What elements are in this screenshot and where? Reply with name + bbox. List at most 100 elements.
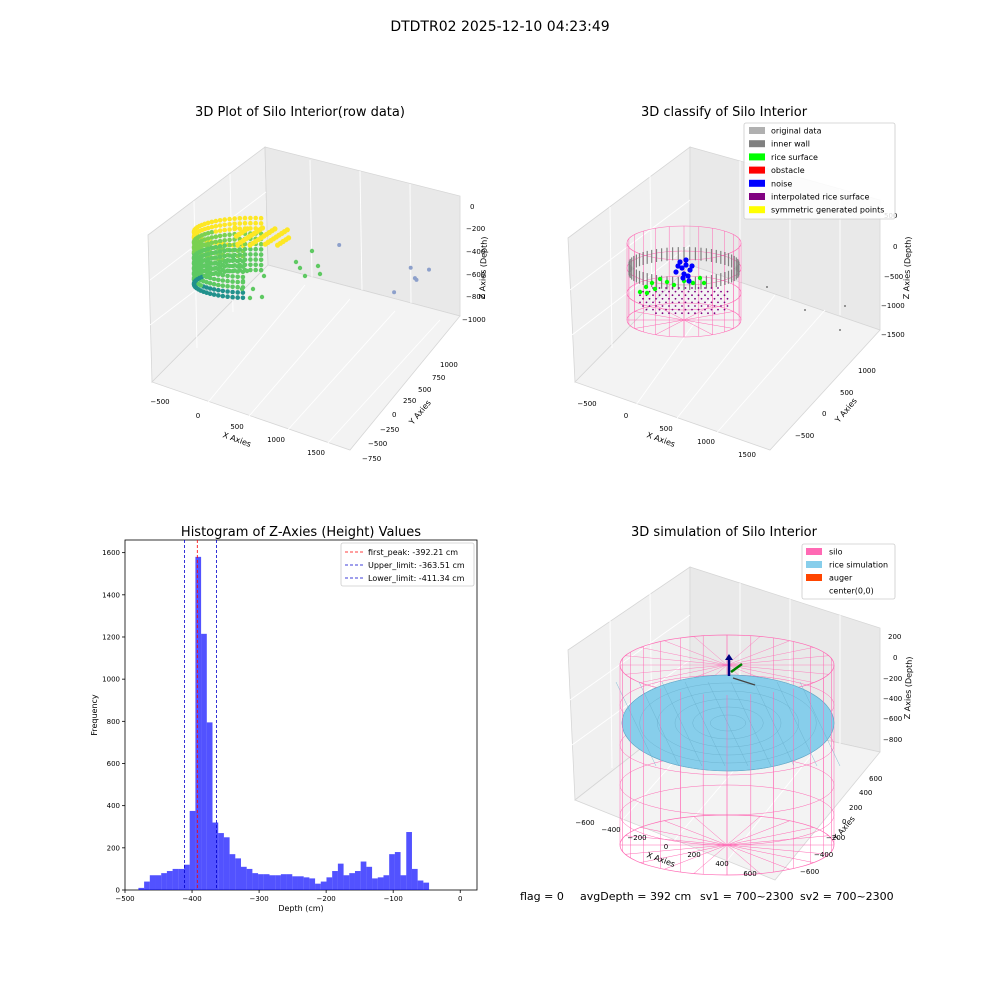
raw-point [302, 273, 308, 279]
simulation-z-tick: −600 [883, 715, 902, 723]
interpolated-point [694, 312, 696, 315]
raw-point [235, 279, 240, 285]
raw-point [211, 292, 217, 297]
noise-point [679, 265, 685, 271]
interpolated-point [642, 297, 644, 300]
interpolated-point [720, 290, 722, 293]
raw-point [220, 278, 226, 283]
silo-roof-spoke [664, 640, 728, 666]
classify-legend-swatch [749, 166, 765, 174]
outlier-point [844, 305, 846, 307]
noise-point [685, 273, 691, 279]
silo-roof-spoke [640, 647, 728, 666]
raw-point [220, 293, 226, 299]
interpolated-point [726, 290, 729, 293]
silo-floor-spoke [726, 827, 814, 846]
interpolated-point [713, 305, 716, 307]
silo-roof-spoke [726, 640, 790, 666]
rice-surface-point [690, 280, 696, 286]
raw-outlier [427, 267, 431, 272]
raw-y-tick: 250 [403, 397, 416, 405]
raw-x-tick: 500 [230, 423, 243, 431]
interpolated-point [661, 297, 664, 300]
raw-point [205, 241, 211, 246]
raw-point [232, 221, 237, 227]
histogram-xlabel: Depth (cm) [278, 904, 323, 913]
raw-point [258, 262, 264, 268]
simulation-z-tick: −400 [883, 695, 902, 703]
raw-point [247, 242, 253, 248]
raw-point [239, 286, 245, 292]
simulation-y-tick: 600 [869, 775, 882, 783]
silo-floor-spoke [640, 827, 728, 846]
raw-z-tick: −600 [466, 271, 485, 279]
raw-point [248, 246, 253, 252]
classify-legend-swatch [749, 140, 765, 148]
raw-point [205, 231, 211, 236]
raw-point [258, 257, 264, 263]
raw-point [232, 225, 238, 231]
rice-mesh-line [776, 681, 818, 767]
raw-y-tick: 750 [432, 374, 445, 382]
histogram-y-ticklabel: 200 [107, 844, 120, 852]
interpolated-point [639, 301, 641, 304]
silo-spoke [634, 311, 685, 321]
rice-mesh-line [799, 681, 841, 767]
raw-point [261, 233, 267, 239]
raw-point [258, 267, 264, 273]
simulation-y-ticks: −600 −400 −200 0 200 400 600 [800, 775, 882, 876]
histogram-bar [161, 873, 167, 890]
raw-point [209, 230, 215, 235]
raw-point [211, 287, 217, 292]
interpolated-point [674, 305, 677, 307]
grid-line [609, 206, 613, 349]
raw-point [261, 273, 267, 279]
rice-mesh-line [707, 681, 749, 767]
raw-point [235, 284, 240, 290]
raw-point [230, 274, 235, 279]
interpolated-point [652, 301, 654, 304]
raw-xlabel: X Axies [221, 430, 252, 449]
interpolated-point [668, 305, 670, 307]
histogram-bar [377, 877, 384, 890]
raw-point [207, 286, 213, 291]
histogram-bar [297, 876, 304, 890]
rice-surface-point [644, 290, 650, 296]
classify-x-tick: −500 [577, 400, 596, 408]
raw-z-tick: −200 [466, 225, 485, 233]
footer-flag: flag = 0 [520, 890, 564, 903]
histogram-x-ticks: −500 −400 −300 −200 −100 0 [115, 890, 462, 903]
interpolated-point [668, 297, 670, 300]
grid-line [609, 619, 613, 769]
raw-points [191, 215, 323, 301]
raw-point [227, 253, 232, 258]
raw-point [250, 286, 256, 292]
raw-point [227, 248, 232, 253]
histogram-legend-label: Lower_limit: -411.34 cm [368, 574, 465, 583]
raw-point [217, 223, 223, 228]
interpolated-point [652, 294, 654, 297]
raw-point [248, 252, 253, 257]
silo-spoke [683, 311, 734, 321]
interpolated-point [678, 308, 680, 311]
raw-outlier [392, 290, 397, 295]
raw-point [217, 254, 223, 259]
histogram-bar [337, 863, 344, 890]
raw-point [253, 215, 258, 221]
interpolated-point [691, 308, 693, 311]
simulation-y-tick: 200 [849, 804, 862, 812]
raw-point [227, 216, 232, 222]
raw-point [230, 294, 235, 300]
classify-y-tick: 1000 [858, 367, 876, 375]
raw-z-tick: −1000 [462, 316, 486, 324]
raw-point [235, 290, 240, 295]
raw-y-ticks: −750 −500 −250 0 250 500 750 1000 [362, 361, 458, 463]
interpolated-point [687, 312, 690, 315]
silo-spoke [683, 319, 734, 329]
raw-point [220, 288, 226, 294]
classify-x-ticks: −500 0 500 1000 1500 [577, 400, 756, 459]
histogram-bar [389, 854, 395, 890]
silo-spoke [634, 319, 685, 329]
grid-line [315, 319, 441, 457]
interpolated-point [713, 297, 716, 300]
